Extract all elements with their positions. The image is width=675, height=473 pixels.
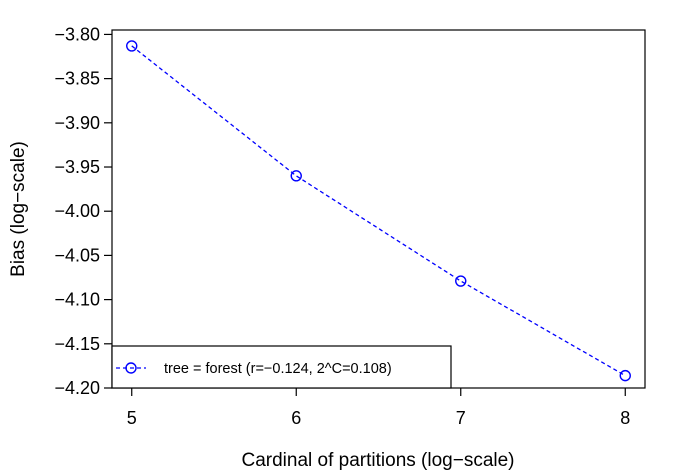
- y-tick-label-4: −4.00: [54, 201, 100, 221]
- y-tick-label-7: −4.15: [54, 334, 100, 354]
- y-tick-label-6: −4.10: [54, 290, 100, 310]
- y-axis: −3.80 −3.85 −3.90 −3.95 −4.00 −4.05 −4.10 −4.15…: [54, 24, 112, 398]
- series-line-0: [131, 45, 626, 377]
- x-tick-label-0: 5: [127, 408, 137, 428]
- y-tick-label-5: −4.05: [54, 245, 100, 265]
- y-axis-title: Bias (log−scale): [8, 141, 29, 277]
- data-point-0-3: [619, 369, 631, 382]
- data-point-0-0: [126, 40, 138, 52]
- y-tick-label-8: −4.20: [54, 378, 100, 398]
- x-tick-label-2: 7: [456, 408, 466, 428]
- legend-label: tree = forest (r=−0.124, 2^C=0.108): [164, 361, 392, 377]
- y-tick-label-0: −3.80: [54, 24, 100, 44]
- y-tick-label-3: −3.95: [54, 157, 100, 177]
- legend: tree = forest (r=−0.124, 2^C=0.108): [111, 345, 452, 389]
- data-point-0-1: [290, 170, 302, 182]
- x-tick-label-3: 8: [620, 408, 630, 428]
- series-layer: [126, 40, 631, 382]
- legend-box: [111, 345, 452, 389]
- legend-marker-sample: [125, 362, 137, 374]
- x-tick-label-1: 6: [291, 408, 301, 428]
- x-axis: 5 6 7 8: [127, 388, 630, 428]
- y-tick-label-2: −3.90: [54, 113, 100, 133]
- x-axis-title: Cardinal of partitions (log−scale): [242, 450, 515, 471]
- plot-frame: [111, 29, 646, 389]
- data-point-0-2: [455, 275, 467, 287]
- y-tick-label-1: −3.85: [54, 69, 100, 89]
